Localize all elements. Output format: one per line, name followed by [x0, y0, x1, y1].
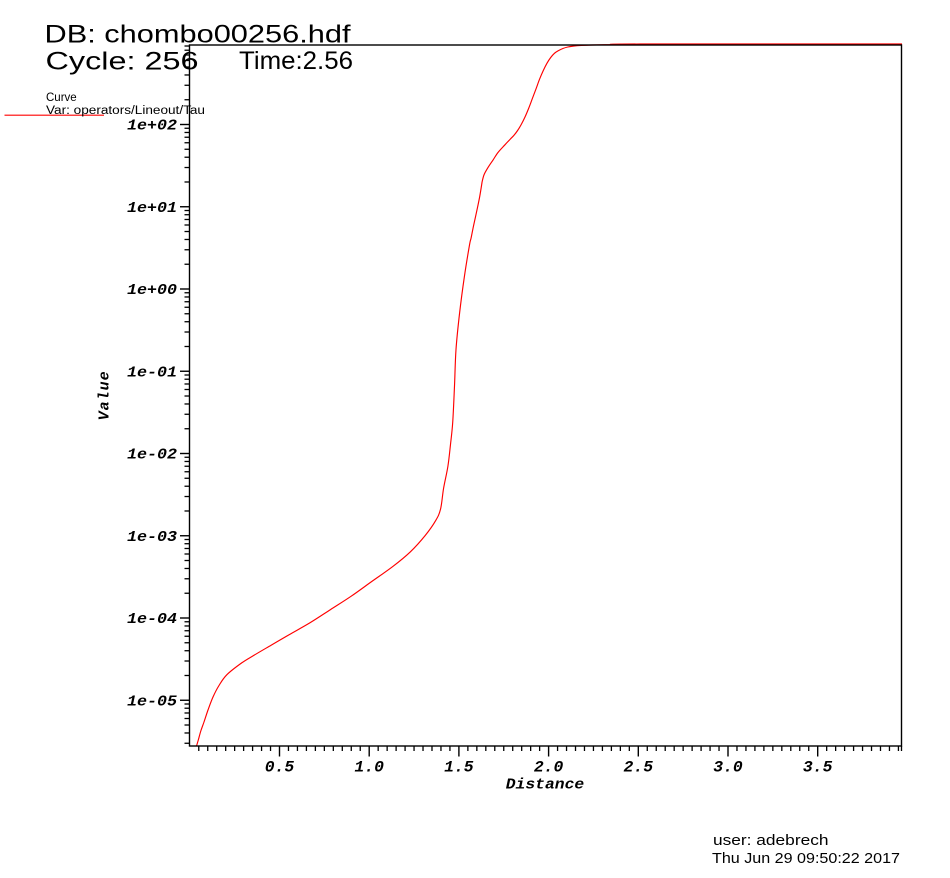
svg-text:3.5: 3.5 — [803, 758, 833, 776]
svg-text:1e+02: 1e+02 — [127, 119, 177, 135]
svg-text:Var: operators/Lineout/Tau: Var: operators/Lineout/Tau — [46, 105, 205, 117]
svg-text:1e-04: 1e-04 — [127, 612, 177, 628]
svg-text:1e+00: 1e+00 — [127, 283, 177, 299]
svg-text:Distance: Distance — [506, 777, 585, 794]
svg-text:0.5: 0.5 — [265, 758, 295, 776]
svg-text:2.0: 2.0 — [534, 758, 564, 776]
svg-text:user: adebrech: user: adebrech — [713, 833, 829, 849]
svg-text:3.0: 3.0 — [713, 758, 743, 776]
svg-text:2.5: 2.5 — [624, 758, 654, 776]
svg-text:1e-03: 1e-03 — [127, 530, 177, 546]
svg-text:1e+01: 1e+01 — [127, 201, 177, 217]
svg-text:1e-01: 1e-01 — [127, 365, 177, 381]
svg-text:1.5: 1.5 — [444, 758, 474, 776]
svg-text:1.0: 1.0 — [354, 758, 384, 776]
svg-text:1e-05: 1e-05 — [127, 694, 177, 710]
svg-text:Curve: Curve — [46, 92, 77, 104]
svg-text:Thu Jun 29 09:50:22 2017: Thu Jun 29 09:50:22 2017 — [712, 851, 900, 867]
svg-text:Cycle: 256: Cycle: 256 — [46, 47, 199, 75]
svg-text:1e-02: 1e-02 — [127, 448, 177, 464]
svg-text:DB: chombo00256.hdf: DB: chombo00256.hdf — [45, 21, 351, 49]
svg-text:Time:2.56: Time:2.56 — [239, 47, 353, 75]
svg-text:Value: Value — [96, 370, 113, 420]
